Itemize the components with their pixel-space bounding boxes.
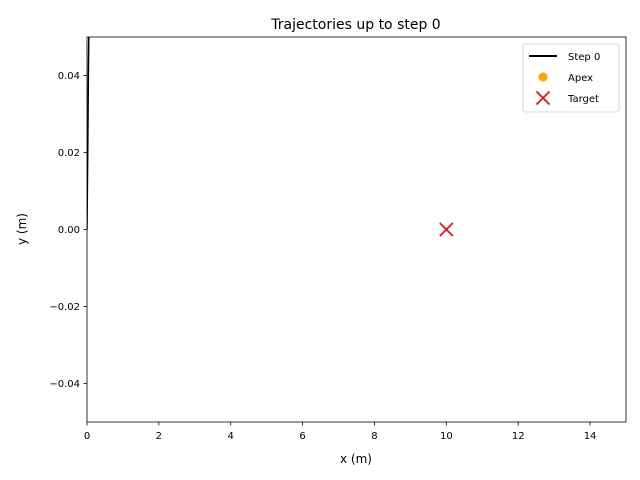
- legend-x-swatch: [535, 90, 551, 106]
- x-axis-ticks: 0 2 4 6 8 10 12 14: [84, 422, 597, 442]
- y-tick-label: −0.04: [49, 379, 80, 390]
- target-marker: [439, 222, 454, 237]
- legend: Step 0 Apex Target: [522, 43, 620, 113]
- x-tick-label: 8: [371, 431, 377, 442]
- y-tick-label: 0.04: [58, 71, 80, 82]
- legend-dot-swatch: [538, 72, 548, 82]
- y-tick-label: 0.02: [58, 148, 80, 159]
- y-tick-label: −0.02: [49, 302, 80, 313]
- chart-title: Trajectories up to step 0: [270, 17, 440, 33]
- legend-entry: Step 0: [529, 52, 600, 63]
- y-axis-ticks: −0.04 −0.02 0.00 0.02 0.04: [49, 71, 87, 390]
- x-tick-label: 10: [440, 431, 453, 442]
- y-axis-label: y (m): [15, 213, 29, 245]
- x-tick-label: 14: [584, 431, 597, 442]
- legend-entry: Apex: [538, 72, 593, 84]
- x-tick-label: 2: [156, 431, 162, 442]
- x-tick-label: 0: [84, 431, 90, 442]
- x-tick-label: 4: [228, 431, 234, 442]
- legend-label: Apex: [568, 73, 593, 84]
- legend-label: Target: [567, 94, 599, 105]
- x-tick-label: 6: [299, 431, 305, 442]
- x-axis-label: x (m): [340, 452, 372, 466]
- x-tick-label: 12: [512, 431, 525, 442]
- y-tick-label: 0.00: [58, 225, 80, 236]
- legend-entry: Target: [535, 90, 599, 106]
- legend-label: Step 0: [568, 52, 600, 63]
